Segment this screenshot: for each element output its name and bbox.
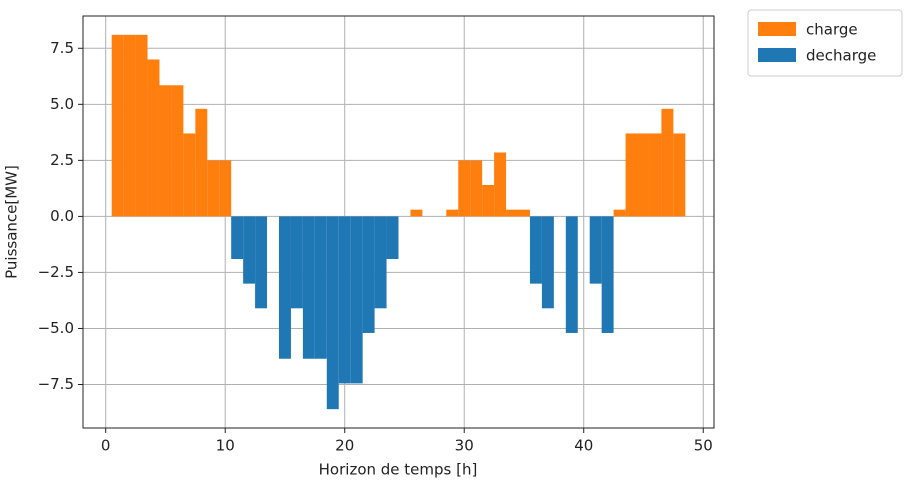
bar: [183, 133, 196, 217]
bar: [518, 209, 530, 217]
bar: [386, 216, 399, 259]
bar: [243, 216, 256, 284]
bar: [302, 216, 315, 359]
bar: [470, 160, 483, 217]
legend-swatch: [758, 48, 796, 62]
bar: [661, 108, 674, 217]
bar: [374, 216, 387, 309]
legend-swatch: [758, 22, 796, 36]
bar: [494, 152, 507, 217]
y-tick-label: −5.0: [38, 319, 74, 337]
y-axis-label: Puissance[MW]: [3, 165, 21, 279]
bar: [362, 216, 375, 333]
x-tick-label: 20: [335, 437, 354, 455]
bar: [625, 133, 638, 217]
bar: [458, 160, 471, 217]
y-tick-label: 2.5: [50, 151, 74, 169]
y-tick-label: −7.5: [38, 375, 74, 393]
bar: [637, 133, 650, 217]
bar: [446, 209, 459, 217]
bar: [171, 85, 184, 217]
bar: [314, 216, 327, 359]
bar: [673, 133, 686, 217]
bar: [529, 216, 542, 284]
bar: [195, 108, 208, 217]
bar: [541, 216, 554, 309]
x-tick-label: 0: [101, 437, 111, 455]
bar: [123, 34, 136, 217]
bar: [589, 216, 602, 284]
legend-label: charge: [806, 21, 858, 39]
plot-frame: [82, 15, 715, 429]
bar: [111, 34, 124, 217]
bar: [135, 34, 148, 217]
bar: [255, 216, 268, 309]
bar: [482, 185, 495, 217]
x-tick-label: 30: [455, 437, 474, 455]
bar: [290, 216, 303, 309]
bar: [231, 216, 244, 259]
y-tick-label: 5.0: [50, 95, 74, 113]
bar: [278, 216, 291, 359]
bar: [613, 209, 626, 217]
bar: [410, 209, 423, 217]
x-tick-label: 50: [694, 437, 713, 455]
bar: [506, 209, 519, 217]
bar: [350, 216, 363, 384]
y-tick-label: 7.5: [50, 39, 74, 57]
bar: [219, 160, 232, 217]
y-tick-label: −2.5: [38, 263, 74, 281]
bar: [565, 216, 578, 333]
y-tick-label: 0.0: [50, 207, 74, 225]
bar: [649, 133, 662, 217]
x-tick-label: 10: [216, 437, 235, 455]
bar: [159, 85, 172, 217]
bar: [147, 59, 160, 217]
bar: [207, 160, 220, 217]
bar: [338, 216, 351, 384]
legend-label: decharge: [806, 47, 876, 65]
x-axis-label: Horizon de temps [h]: [319, 461, 478, 479]
bar: [601, 216, 614, 333]
bar: [326, 216, 339, 410]
x-tick-label: 40: [574, 437, 593, 455]
